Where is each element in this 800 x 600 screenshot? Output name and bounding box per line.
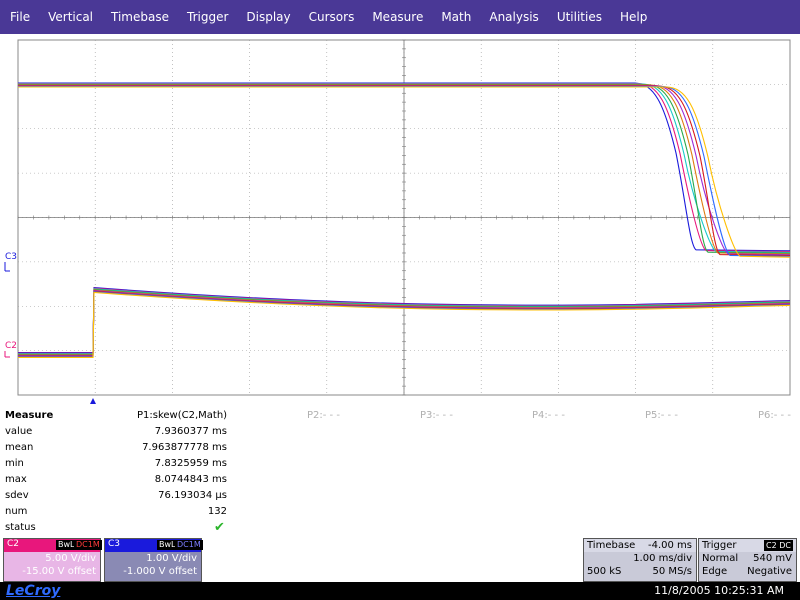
- c2-trace: [18, 288, 791, 355]
- c3-trace: [18, 83, 791, 253]
- measure-row-sdev: sdev 76.193034 µs: [0, 488, 800, 504]
- measure-mean-value: 7.963877778 ms: [142, 442, 227, 453]
- measure-p5-label[interactable]: P5:- - -: [645, 410, 678, 421]
- channel-2-descriptor[interactable]: C2 BwL DC1M 5.00 V/div -15.00 V offset: [3, 538, 102, 582]
- trigger-source-tag: C2 DC: [764, 540, 793, 551]
- menu-vertical[interactable]: Vertical: [48, 10, 94, 24]
- channel-2-coupling-tag: DC1M: [74, 540, 102, 550]
- menu-trigger[interactable]: Trigger: [187, 10, 229, 24]
- measure-min-label: min: [5, 458, 24, 469]
- c2-trace: [18, 289, 791, 356]
- measure-p4-label[interactable]: P4:- - -: [532, 410, 565, 421]
- measure-p3-label[interactable]: P3:- - -: [420, 410, 453, 421]
- channel-3-descriptor[interactable]: C3 BwL DC1M 1.00 V/div -1.000 V offset: [104, 538, 203, 582]
- measure-value-value: 7.9360377 ms: [154, 426, 227, 437]
- trigger-slope: Negative: [747, 566, 792, 577]
- waveform-canvas: C3 C2: [4, 39, 791, 404]
- channel-2-name: C2: [7, 539, 20, 549]
- menu-timebase[interactable]: Timebase: [111, 10, 169, 24]
- measure-row-max: max 8.0744843 ms: [0, 472, 800, 488]
- trigger-descriptor[interactable]: Trigger C2 DC Normal 540 mV Edge Negativ…: [698, 538, 797, 582]
- c2-marker-label: C2: [5, 341, 17, 351]
- c3-trace: [18, 84, 791, 255]
- menu-math[interactable]: Math: [441, 10, 472, 24]
- channel-3-coupling-tag: DC1M: [175, 540, 203, 550]
- timebase-descriptor[interactable]: Timebase -4.00 ms 1.00 ms/div 500 kS 50 …: [583, 538, 697, 582]
- channel-3-name: C3: [108, 539, 121, 549]
- measure-min-value: 7.8325959 ms: [154, 458, 227, 469]
- c2-trace: [18, 290, 791, 357]
- channel-3-offset: -1.000 V offset: [123, 566, 197, 577]
- c3-trace: [18, 85, 791, 257]
- timebase-samples: 500 kS: [587, 566, 622, 577]
- measure-row-status: status ✔: [0, 520, 800, 536]
- c2-trace: [18, 291, 791, 358]
- menu-utilities[interactable]: Utilities: [556, 10, 602, 24]
- measure-sdev-value: 76.193034 µs: [158, 490, 227, 501]
- measure-value-label: value: [5, 426, 33, 437]
- status-bar: LeCroy 11/8/2005 10:25:31 AM: [0, 582, 800, 600]
- status-check-icon: ✔: [214, 520, 225, 535]
- measure-row-mean: mean 7.963877778 ms: [0, 440, 800, 456]
- lecroy-logo[interactable]: LeCroy: [6, 583, 61, 599]
- measure-row-min: min 7.8325959 ms: [0, 456, 800, 472]
- menu-file[interactable]: File: [10, 10, 31, 24]
- c3-trace: [18, 84, 791, 256]
- menu-analysis[interactable]: Analysis: [489, 10, 539, 24]
- date-time: 11/8/2005 10:25:31 AM: [654, 584, 784, 597]
- menu-help[interactable]: Help: [619, 10, 648, 24]
- measure-max-value: 8.0744843 ms: [154, 474, 227, 485]
- channel-2-bwl-tag: BwL: [56, 540, 77, 550]
- trigger-title: Trigger: [702, 540, 737, 551]
- c2-trace: [18, 290, 791, 357]
- timebase-tdiv: 1.00 ms/div: [633, 553, 692, 564]
- waveform-display[interactable]: C3 C2: [0, 35, 800, 405]
- c3-trace: [18, 82, 791, 253]
- c2-trace: [18, 288, 791, 355]
- channel-3-vdiv: 1.00 V/div: [146, 553, 197, 564]
- measure-p2-label[interactable]: P2:- - -: [307, 410, 340, 421]
- c3-trace: [18, 85, 791, 257]
- c3-trace: [18, 86, 791, 258]
- measure-num-label: num: [5, 506, 28, 517]
- timebase-rate: 50 MS/s: [652, 566, 692, 577]
- c3-marker-label: C3: [5, 252, 17, 262]
- trigger-position-icon: [90, 398, 96, 404]
- channel-2-vdiv: 5.00 V/div: [45, 553, 96, 564]
- measure-panel: Measure P1:skew(C2,Math) P2:- - - P3:- -…: [0, 405, 800, 535]
- measure-max-label: max: [5, 474, 27, 485]
- menu-measure[interactable]: Measure: [372, 10, 424, 24]
- c3-trace: [18, 83, 791, 254]
- c2-trace: [18, 287, 791, 354]
- c2-trace: [18, 287, 791, 354]
- timebase-title: Timebase: [587, 540, 636, 551]
- measure-row-value: value 7.9360377 ms: [0, 424, 800, 440]
- measure-header: Measure: [5, 410, 54, 421]
- timebase-delay: -4.00 ms: [647, 540, 692, 551]
- measure-status-label: status: [5, 522, 36, 533]
- measure-p1-label[interactable]: P1:skew(C2,Math): [137, 410, 228, 421]
- trigger-level: 540 mV: [753, 553, 792, 564]
- c2-trace: [18, 291, 791, 358]
- trigger-mode: Normal: [702, 553, 739, 564]
- measure-row-num: num 132: [0, 504, 800, 520]
- menu-cursors[interactable]: Cursors: [308, 10, 355, 24]
- channel-info-bar: C2 BwL DC1M 5.00 V/div -15.00 V offset C…: [0, 537, 800, 582]
- menu-display[interactable]: Display: [246, 10, 291, 24]
- channel-3-bwl-tag: BwL: [157, 540, 178, 550]
- measure-num-value: 132: [207, 506, 227, 517]
- measure-sdev-label: sdev: [5, 490, 29, 501]
- trigger-type: Edge: [702, 566, 728, 577]
- measure-mean-label: mean: [5, 442, 34, 453]
- channel-2-offset: -15.00 V offset: [22, 566, 96, 577]
- measure-p6-label[interactable]: P6:- - -: [758, 410, 791, 421]
- menu-bar: File Vertical Timebase Trigger Display Cursor…: [0, 0, 800, 34]
